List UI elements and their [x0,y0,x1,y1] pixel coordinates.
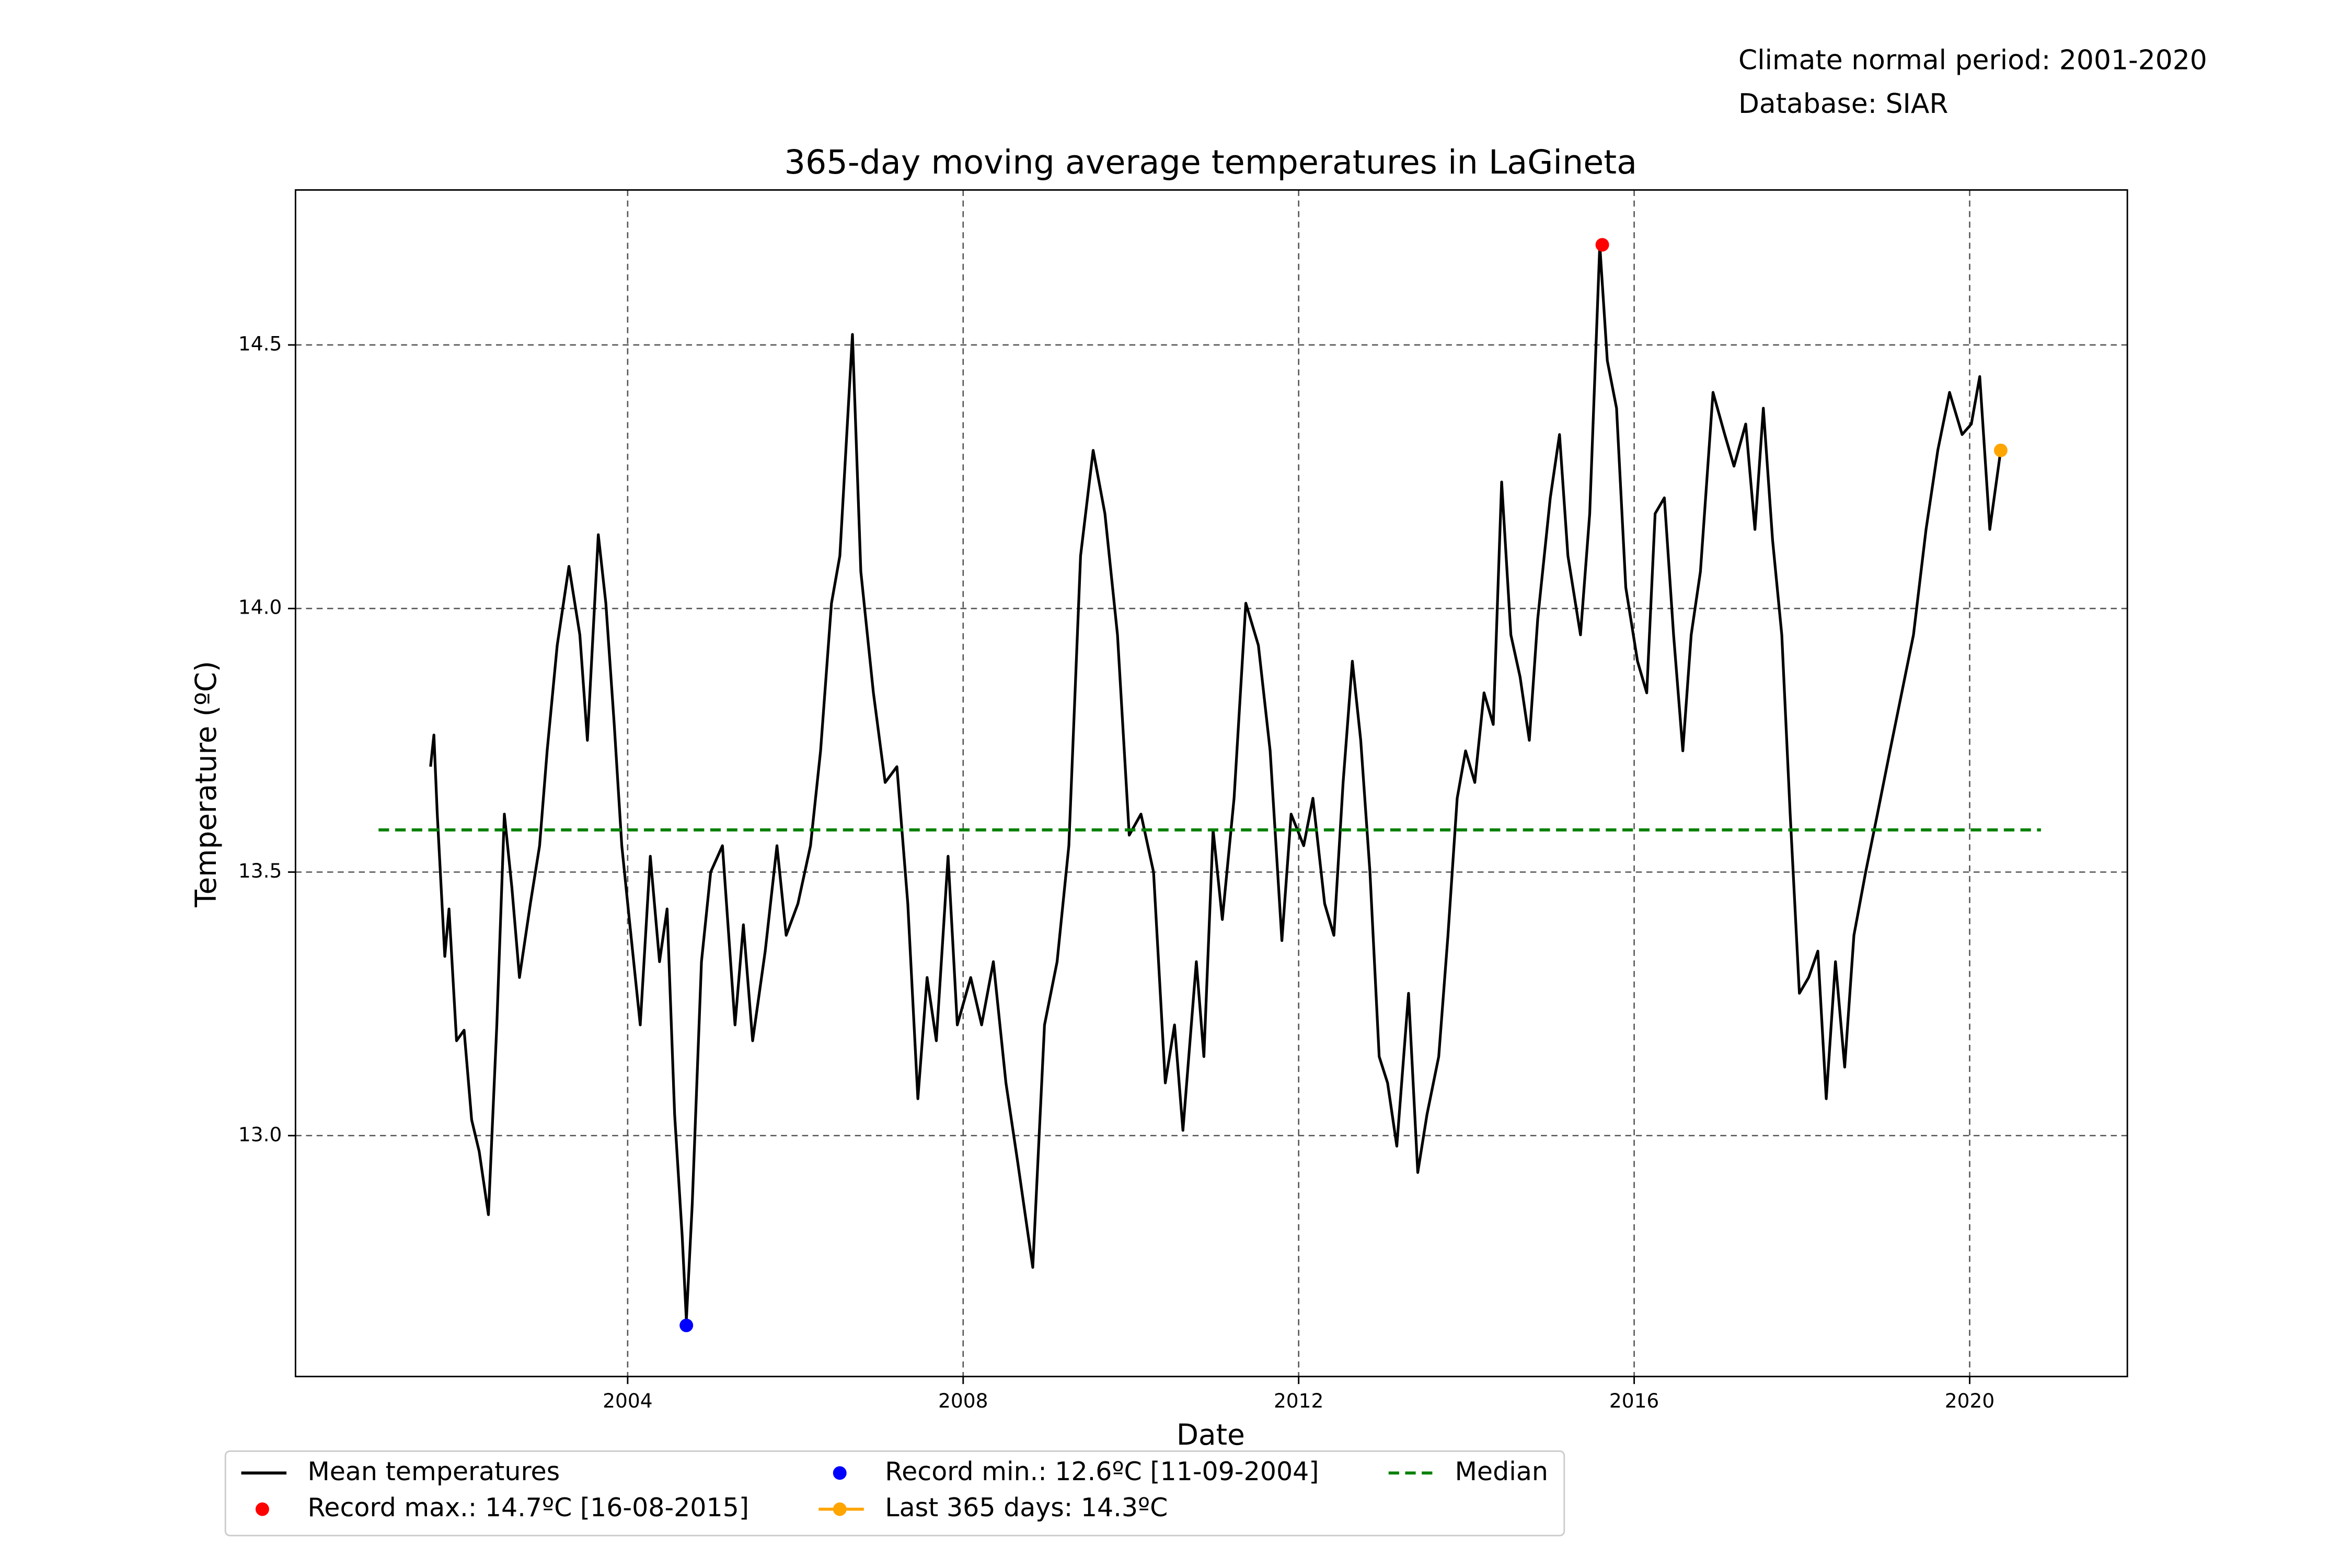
y-axis-label: Temperature (ºC) [189,661,223,907]
plot-frame [294,189,2128,1378]
legend-swatch [255,1502,269,1516]
x-axis-label: Date [1177,1418,1245,1451]
legend [224,1450,1565,1537]
x-tick-label: 2012 [1274,1389,1323,1412]
x-tick-label: 2004 [603,1389,652,1412]
annotation: Database: SIAR [1738,88,1949,120]
x-tick-label: 2008 [938,1389,988,1412]
y-tick-label: 13.5 [238,859,282,882]
legend-label: Record min.: 12.6ºC [11-09-2004] [885,1456,1319,1486]
annotation: Climate normal period: 2001-2020 [1738,44,2207,76]
data-point [679,1318,694,1332]
chart-title: 365-day moving average temperatures in L… [785,143,1637,181]
data-point [1595,238,1609,252]
legend-label: Last 365 days: 14.3ºC [885,1492,1168,1523]
data-line [429,243,2002,1322]
legend-label: Mean temperatures [307,1456,560,1486]
data-point [1993,443,2008,457]
legend-swatch [833,1466,847,1480]
y-tick-label: 14.0 [238,596,282,619]
legend-label: Median [1455,1456,1548,1486]
legend-swatch [833,1502,847,1516]
x-tick-label: 2020 [1945,1389,1994,1412]
legend-label: Record max.: 14.7ºC [16-08-2015] [307,1492,749,1523]
y-tick-label: 13.0 [238,1123,282,1146]
y-tick-label: 14.5 [238,332,282,355]
x-tick-label: 2016 [1609,1389,1659,1412]
